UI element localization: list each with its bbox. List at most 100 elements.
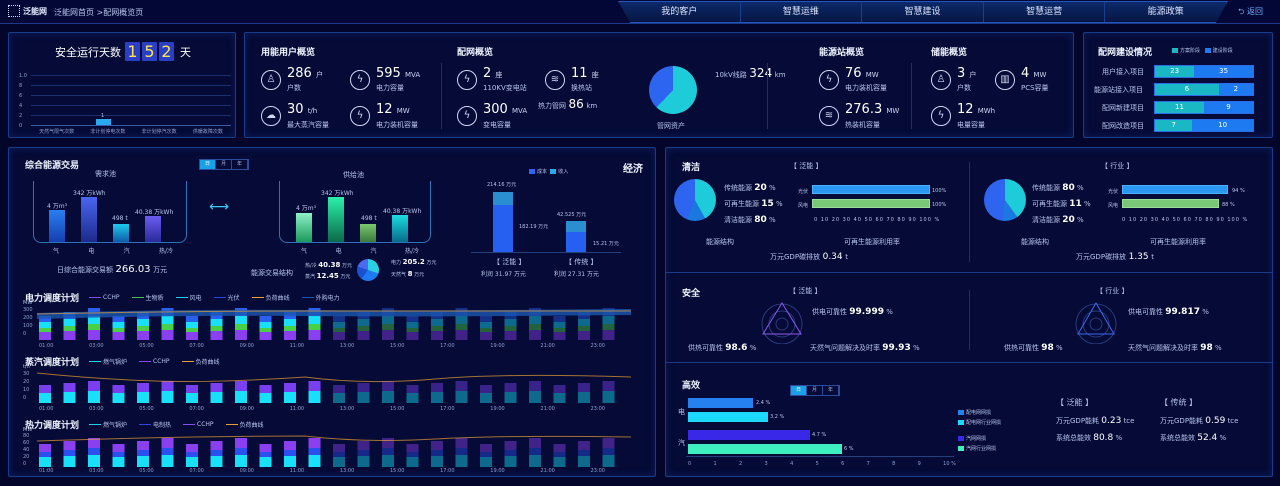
economy-bar-tr-income[interactable] <box>566 221 586 232</box>
construction-title: 配网建设情况 <box>1098 48 1153 58</box>
wind-utilization-bar[interactable] <box>812 199 930 208</box>
tab-month[interactable]: 月 <box>807 386 823 395</box>
line-stat: 10kV线路 324 km <box>715 66 786 80</box>
installed-capacity: 12 MW <box>376 102 410 117</box>
bolt-icon: ϟ <box>931 106 951 126</box>
tab-day[interactable]: 日 <box>200 160 216 169</box>
demand-pool-title: 需求池 <box>95 170 116 178</box>
economy-bar-fn-income[interactable] <box>493 192 513 205</box>
storage-overview-title: 储能概览 <box>931 48 968 58</box>
bar-value: 1 <box>101 113 105 119</box>
logo-icon <box>8 5 20 17</box>
supply-bar-power[interactable] <box>328 197 344 242</box>
tab-month[interactable]: 月 <box>216 160 232 169</box>
logo[interactable]: 泛能网 <box>8 5 47 17</box>
efficient-period-tabs: 日月年 <box>790 385 840 396</box>
economy-bar-tr-cost[interactable] <box>566 232 586 252</box>
power-capacity: 595 MVA <box>376 66 421 81</box>
heat-station-icon: ≋ <box>545 70 565 90</box>
x-axis: 天然气限气次数 非计划停电次数 非计划停汽次数 供暖故障次数 <box>39 129 223 135</box>
safe-radar-industry[interactable] <box>1074 300 1118 344</box>
trade-dispatch-panel: 综合能源交易 日月年 需求池 4 万m³ 342 万kWh 498 t 40.3… <box>8 147 656 477</box>
steam-capacity: 30 t/h <box>287 102 318 117</box>
steam-loss-bar[interactable] <box>688 430 810 440</box>
nav-energy-policy[interactable]: 能源政策 <box>1105 2 1227 22</box>
steam-dispatch-chart[interactable] <box>35 371 631 403</box>
wind-utilization-bar-industry[interactable] <box>1122 199 1219 208</box>
transform-capacity-label: 变电容量 <box>483 121 511 129</box>
pv-utilization-bar-industry[interactable] <box>1122 185 1228 194</box>
metrics-panel: 清洁 【 泛能 】 传统能源 20 % 可再生能源 15 % 清洁能源 80 %… <box>665 147 1273 477</box>
demand-bar-heat[interactable] <box>145 216 161 242</box>
elec-industry-loss-bar[interactable] <box>688 412 768 422</box>
power-plan-title: 电力调度计划 <box>25 294 80 304</box>
tab-day[interactable]: 日 <box>791 386 807 395</box>
clean-title: 清洁 <box>682 163 701 173</box>
heat-station-label: 换热站 <box>571 84 592 92</box>
period-tabs: 日月年 <box>199 159 249 170</box>
heat-legend: 燃气锅炉 电制热 CCHP 负荷曲线 <box>89 420 264 429</box>
row-label: 能源站接入项目 <box>1094 86 1143 94</box>
grid-overview-title: 配网概览 <box>457 48 494 58</box>
logo-text: 泛能网 <box>23 6 47 16</box>
supply-bar-gas[interactable] <box>296 213 312 242</box>
supply-bar-heat[interactable] <box>392 215 408 242</box>
pv-utilization-bar[interactable] <box>812 185 930 194</box>
bolt-icon: ϟ <box>457 70 477 90</box>
nav-my-customers[interactable]: 我的客户 <box>619 2 741 22</box>
stacked-bar[interactable]: 11 9 <box>1154 101 1254 114</box>
user-count: 286 户 <box>287 66 323 81</box>
user-count-label: 户数 <box>287 84 301 92</box>
stacked-bar[interactable]: 7 10 <box>1154 119 1254 132</box>
power-capacity-label: 电力容量 <box>376 84 404 92</box>
clean-pie-fn[interactable] <box>674 179 716 221</box>
power-dispatch-chart[interactable] <box>35 308 631 340</box>
heat-dispatch-chart[interactable] <box>35 435 631 467</box>
economy-bar-fn-cost[interactable] <box>493 205 513 252</box>
storage-users-label: 户数 <box>957 84 971 92</box>
stacked-bar[interactable]: 23 35 <box>1154 65 1254 78</box>
row-label: 用户接入项目 <box>1102 68 1144 76</box>
heat-plan-title: 热力调度计划 <box>25 421 80 431</box>
safety-unit: 天 <box>180 45 191 59</box>
clean-pie-industry[interactable] <box>984 179 1026 221</box>
storage-energy-label: 电量容量 <box>957 121 985 129</box>
heat-station-icon: ≋ <box>819 106 839 126</box>
substation-label: 110KV变电站 <box>483 84 527 92</box>
bolt-icon: ϟ <box>819 70 839 90</box>
back-icon: ⮌ <box>1238 7 1247 16</box>
user-overview-title: 用能用户概览 <box>261 48 316 58</box>
supply-bar-steam[interactable] <box>360 224 376 242</box>
safe-title: 安全 <box>682 289 701 299</box>
overview-panel: 用能用户概览 ♙ 286 户 户数 ϟ 595 MVA 电力容量 ☁ 30 t/… <box>244 32 1074 138</box>
pipe-asset-pie[interactable] <box>649 66 697 114</box>
bar-unplanned-outage[interactable] <box>96 119 111 125</box>
pcs-label: PCS容量 <box>1021 84 1049 92</box>
breadcrumb[interactable]: 泛能网首页 >配网概览页 <box>54 8 144 17</box>
steam-industry-loss-bar[interactable] <box>688 444 842 454</box>
safety-title: 安全运行天数 <box>55 45 121 59</box>
tab-year[interactable]: 年 <box>232 160 248 169</box>
nav-smart-build[interactable]: 智慧建设 <box>862 2 984 22</box>
back-button[interactable]: ⮌ 返回 <box>1238 6 1263 20</box>
power-legend: CCHP 生物质 风电 光伏 负荷曲线 外购电力 <box>89 293 340 302</box>
structure-label: 能源交易结构 <box>251 269 293 277</box>
nav-smart-operate[interactable]: 智慧运营 <box>984 2 1106 22</box>
structure-pie[interactable] <box>357 259 379 281</box>
main-nav: 我的客户 智慧运维 智慧建设 智慧运营 能源政策 <box>618 1 1228 23</box>
station-power-label: 电力装机容量 <box>845 84 887 92</box>
exchange-arrow-icon: ⟷ <box>209 199 230 215</box>
pie-caption: 管网资产 <box>657 122 685 130</box>
steam-icon: ☁ <box>261 106 281 126</box>
demand-bar-power[interactable] <box>81 197 97 242</box>
elec-loss-bar[interactable] <box>688 398 753 408</box>
safe-radar-fn[interactable] <box>760 300 804 344</box>
demand-bar-steam[interactable] <box>113 224 129 242</box>
nav-smart-ops[interactable]: 智慧运维 <box>741 2 863 22</box>
tab-year[interactable]: 年 <box>823 386 839 395</box>
efficient-legend: 配电网网损 配电网行业网损 汽网网损 汽网行业网损 <box>958 408 1001 454</box>
demand-bar-gas[interactable] <box>49 210 65 242</box>
